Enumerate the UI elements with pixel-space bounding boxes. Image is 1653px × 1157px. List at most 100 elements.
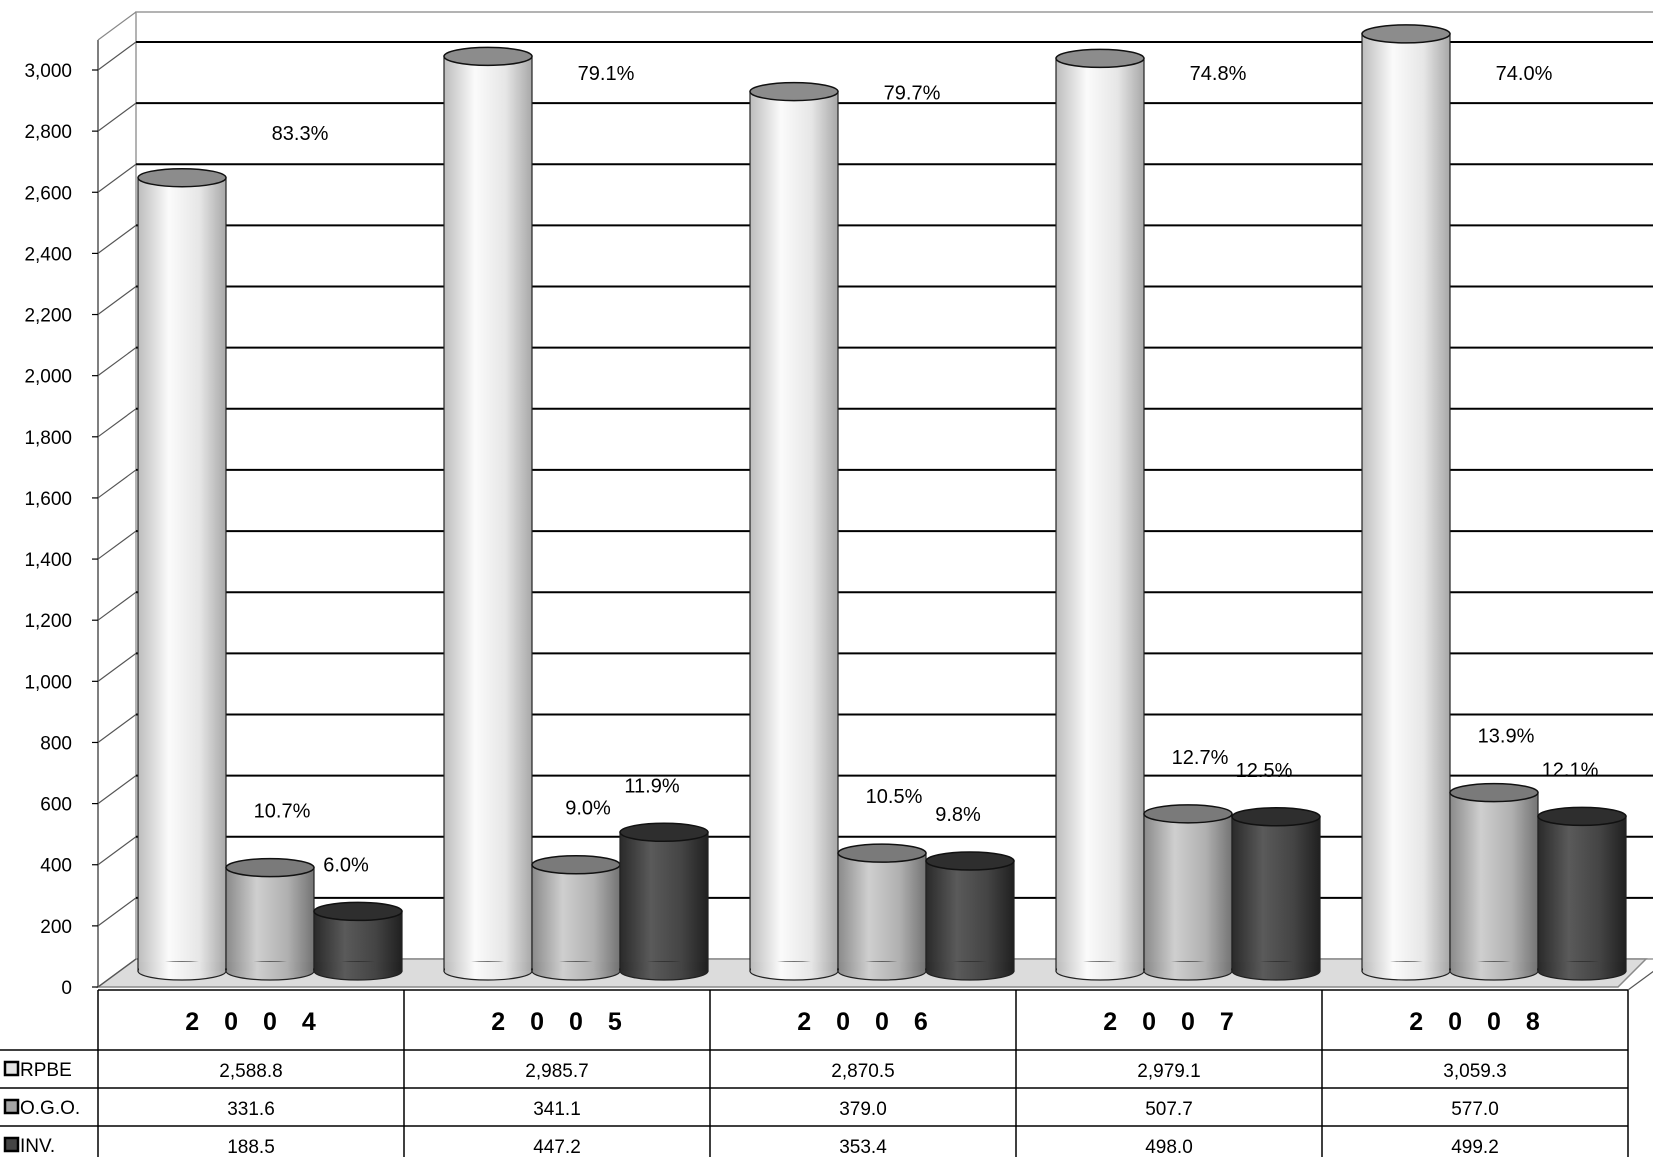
bar-base-cover [315,962,401,971]
percent-label: 10.5% [866,786,923,808]
bar-body [925,860,1015,972]
bar-cap [225,857,315,878]
bar-cap [531,854,621,875]
floor-edge [1627,970,1653,991]
percent-label: 79.7% [884,83,941,105]
table-value: 447.2 [533,1137,581,1157]
table-value: 341.1 [533,1099,581,1120]
grid-diagonal [97,102,137,132]
bar-cap [137,167,227,188]
table-value: 353.4 [839,1137,887,1157]
table-value: 2,588.8 [219,1061,282,1082]
bar-body [837,852,927,972]
category-label: 2 0 0 4 [185,1008,324,1036]
bar-base-cover [1145,962,1231,971]
bar-cap [1055,48,1145,69]
bar-body [531,864,621,972]
grid-diagonal [97,224,137,254]
bar-ogo-3 [1143,804,1233,981]
bar-base-cover [621,962,707,971]
category-label: 2 0 0 6 [797,1008,936,1036]
legend-rpbe: RPBE [3,1060,72,1081]
y-tick-label: 3,000 [24,61,72,82]
y-tick-label: 1,400 [24,550,72,571]
grid-diagonal [97,591,137,621]
bar-inv-3 [1231,807,1321,981]
legend-label: RPBE [20,1060,72,1081]
percent-labels: 83.3% 10.7% 6.0% 79.1% 9.0% 11.9% 79.7% 10.5% 9.… [254,63,1599,876]
grid-diagonal [97,530,137,560]
y-tick-label: 1,200 [24,611,72,632]
legend-inv: INV. [3,1136,55,1157]
grid-diagonal [97,469,137,499]
percent-label: 74.8% [1190,63,1247,85]
bar-body [1537,815,1627,972]
bar-inv-2 [925,851,1015,981]
bar-ogo-4 [1449,782,1539,981]
y-axis: 0 200 400 600 800 1,000 1,200 1,400 1,600 1,800 2,… [24,61,98,999]
grid-diagonal [97,958,137,988]
bar-body [1055,57,1145,972]
y-tick-label: 2,400 [24,244,72,265]
percent-label: 79.1% [578,63,635,85]
bar-rpbe-0 [137,167,227,981]
bar-base-cover [1057,962,1143,971]
y-tick-label: 1,600 [24,489,72,510]
bar-rpbe-4 [1361,24,1451,981]
grid-diagonal [97,286,137,316]
y-tick-label: 2,000 [24,367,72,388]
bar-body [443,55,533,972]
bar-rpbe-3 [1055,48,1145,981]
bar-cap [1143,804,1233,824]
bar-base-cover [1233,962,1319,971]
grid-diagonal [97,775,137,805]
bar-base-cover [927,962,1013,971]
percent-label: 12.7% [1172,747,1229,769]
bar-inv-1 [619,822,709,981]
bar-rpbe-1 [443,46,533,981]
bar-base-cover [1539,962,1625,971]
bar-base-cover [139,962,225,971]
legend-swatch [3,1060,20,1077]
legend-swatch [3,1136,20,1153]
y-tick-label: 2,200 [24,306,72,327]
table-value: 3,059.3 [1443,1061,1506,1082]
legend-ogo: O.G.O. [3,1098,80,1119]
bar-body [313,910,403,972]
bar-body [1449,792,1539,972]
legend-label: O.G.O. [20,1098,80,1119]
table-value: 331.6 [227,1099,275,1120]
y-tick-label: 800 [40,733,72,754]
legend-label: INV. [20,1136,55,1157]
bar-cap [443,46,533,67]
percent-label: 10.7% [254,801,311,823]
grid-diagonal [97,41,137,71]
table-value: 507.7 [1145,1099,1193,1120]
table-value: 188.5 [227,1137,275,1157]
bar-base-cover [445,962,531,971]
y-tick-label: 1,000 [24,672,72,693]
category-label: 2 0 0 5 [491,1008,630,1036]
data-table: 2 0 0 4 2,588.8 331.6 188.5 2 0 0 5 2,985.7 34… [0,970,1653,1157]
category-label: 2 0 0 8 [1409,1008,1548,1036]
percent-label: 13.9% [1478,726,1535,748]
y-tick-label: 2,600 [24,183,72,204]
bar-cap [1231,807,1321,827]
category-label: 2 0 0 7 [1103,1008,1242,1036]
wall-edge [97,11,137,41]
y-tick-label: 2,800 [24,122,72,143]
y-tick-label: 0 [61,978,72,999]
bar-cap [1537,806,1627,827]
bar-cap [1449,782,1539,803]
bar-body [1231,816,1321,972]
bars [137,24,1627,981]
percent-label: 74.0% [1496,63,1553,85]
y-tick-label: 1,800 [24,428,72,449]
grid-diagonal [97,163,137,193]
bar-cap [925,851,1015,871]
bar-body [1361,33,1451,972]
table-value: 2,870.5 [831,1061,894,1082]
bar-ogo-0 [225,857,315,981]
grid-diagonal [97,347,137,377]
